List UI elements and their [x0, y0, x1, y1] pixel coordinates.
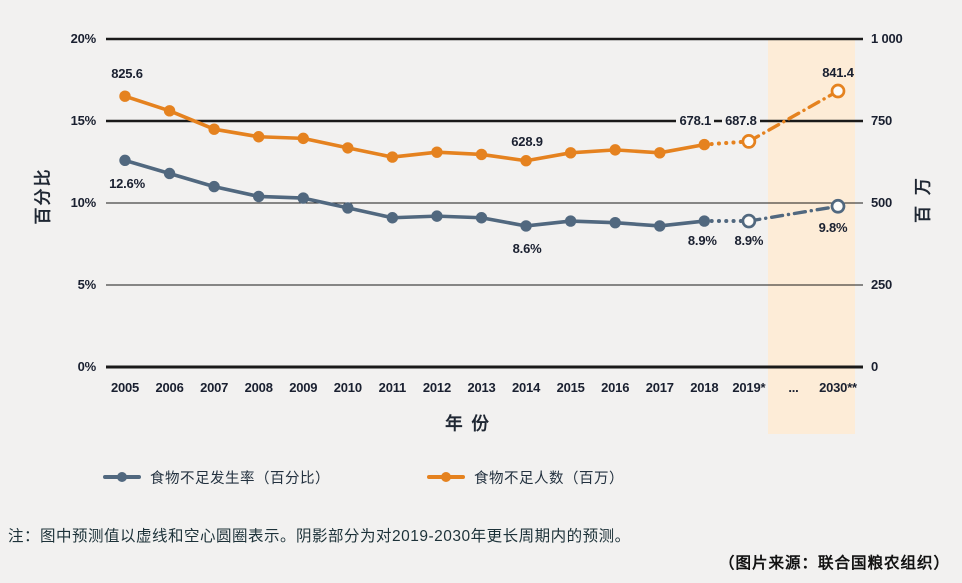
- y-left-tick-0%: 0%: [77, 359, 97, 374]
- x-tick-2019*: 2019*: [732, 380, 766, 395]
- series-0-point-2012: [431, 210, 443, 222]
- series-1-line: [124, 94, 705, 163]
- x-tick-2006: 2006: [155, 380, 184, 395]
- series-0-point-2006: [163, 167, 176, 180]
- legend-label: 食物不足发生率（百分比）: [150, 470, 330, 487]
- x-tick-2018: 2018: [690, 380, 719, 395]
- legend-dot-icon: [441, 472, 451, 482]
- legend-item-number: 食物不足人数（百万）: [427, 469, 624, 487]
- footnote: 注：图中预测值以虚线和空心圆圈表示。阴影部分为对2019-2030年更长周期内的…: [8, 528, 631, 545]
- data-label-8.6%: 8.6%: [512, 240, 542, 256]
- series-0-dashdot-projection: [747, 204, 840, 223]
- series-0-point-2011: [386, 212, 399, 224]
- series-1-point-2016: [609, 144, 621, 156]
- series-0-point-2014: [520, 220, 532, 232]
- y-right-tick-1 000: 1 000: [871, 31, 903, 46]
- data-label-628.9: 628.9: [511, 133, 543, 149]
- y-left-tick-5%: 5%: [77, 277, 97, 292]
- legend-dot-icon: [117, 472, 127, 482]
- series-0-point-2015: [564, 215, 577, 227]
- x-tick-2012: 2012: [422, 380, 451, 395]
- y-left-tick-20%: 20%: [70, 31, 97, 46]
- series-0-point-2007: [208, 180, 220, 193]
- series-0-point-2016: [609, 216, 621, 229]
- series-0-point-2013: [475, 212, 488, 224]
- image-source: （图片来源：联合国粮农组织）: [718, 555, 950, 572]
- data-label-825.6: 825.6: [111, 66, 143, 82]
- y-right-tick-500: 500: [871, 195, 893, 210]
- x-tick-2010: 2010: [333, 380, 362, 395]
- x-tick-2015: 2015: [556, 380, 585, 395]
- y-left-tick-10%: 10%: [70, 195, 97, 210]
- series-1-point-2018: [698, 138, 711, 151]
- series-0-point-2009: [297, 192, 309, 204]
- series-1-point-2010: [342, 142, 354, 154]
- x-tick-2005: 2005: [110, 380, 140, 395]
- series-1-point-2009: [297, 132, 309, 145]
- x-axis-title: 年 份: [445, 413, 491, 434]
- x-tick-2013: 2013: [467, 380, 496, 395]
- x-tick-2007: 2007: [200, 380, 229, 395]
- series-1-dotted-projection: [702, 139, 751, 147]
- data-label-12.6%: 12.6%: [109, 176, 145, 192]
- x-tick-2017: 2017: [645, 380, 674, 395]
- series-1-point-2005: [119, 90, 131, 102]
- series-0-point-2008: [252, 190, 265, 203]
- x-tick-...: ...: [788, 380, 799, 395]
- series-0-point-2010: [342, 202, 354, 214]
- series-1-dashdot-projection: [747, 89, 840, 144]
- series-1-point-2011: [386, 151, 399, 163]
- series-0-point-2018: [698, 215, 711, 227]
- series-1-point-2006: [163, 105, 176, 117]
- y-right-tick-0: 0: [871, 359, 879, 374]
- legend-line-marker-icon: [103, 472, 141, 482]
- data-label-8.9%: 8.9%: [734, 233, 764, 249]
- series-1-point-2014: [520, 155, 532, 167]
- series-1-point-2007: [208, 123, 220, 135]
- series-0-open-point-2030**: [830, 198, 846, 214]
- series-1-point-2012: [431, 146, 443, 158]
- data-label-9.8%: 9.8%: [818, 220, 848, 236]
- series-0-open-point-2019*: [741, 213, 757, 229]
- series-1-point-2017: [654, 147, 666, 159]
- series-0-point-2005: [119, 154, 131, 167]
- y-left-tick-15%: 15%: [70, 113, 97, 128]
- series-1-point-2008: [252, 131, 265, 143]
- projection-band: [768, 40, 855, 434]
- x-tick-2030**: 2030**: [819, 380, 857, 395]
- x-tick-2016: 2016: [601, 380, 630, 395]
- x-tick-2011: 2011: [378, 380, 407, 395]
- y-right-tick-250: 250: [871, 277, 893, 292]
- data-label-8.9%: 8.9%: [687, 233, 717, 249]
- series-1-point-2015: [564, 147, 577, 159]
- legend-item-prevalence: 食物不足发生率（百分比）: [103, 469, 330, 487]
- data-label-678.1: 678.1: [676, 112, 715, 128]
- x-tick-2008: 2008: [244, 380, 273, 395]
- data-label-841.4: 841.4: [822, 65, 854, 81]
- series-1-point-2013: [475, 148, 488, 161]
- x-tick-2009: 2009: [289, 380, 318, 395]
- series-1-open-point-2030**: [830, 83, 846, 99]
- legend-label: 食物不足人数（百万）: [474, 470, 624, 487]
- series-1-open-point-2019*: [741, 134, 757, 149]
- y-right-tick-750: 750: [871, 113, 893, 128]
- series-0-line: [124, 158, 705, 228]
- data-label-687.8: 687.8: [721, 113, 760, 129]
- series-0-point-2017: [654, 220, 666, 232]
- x-tick-2014: 2014: [512, 380, 541, 395]
- legend-line-marker-icon: [427, 472, 465, 482]
